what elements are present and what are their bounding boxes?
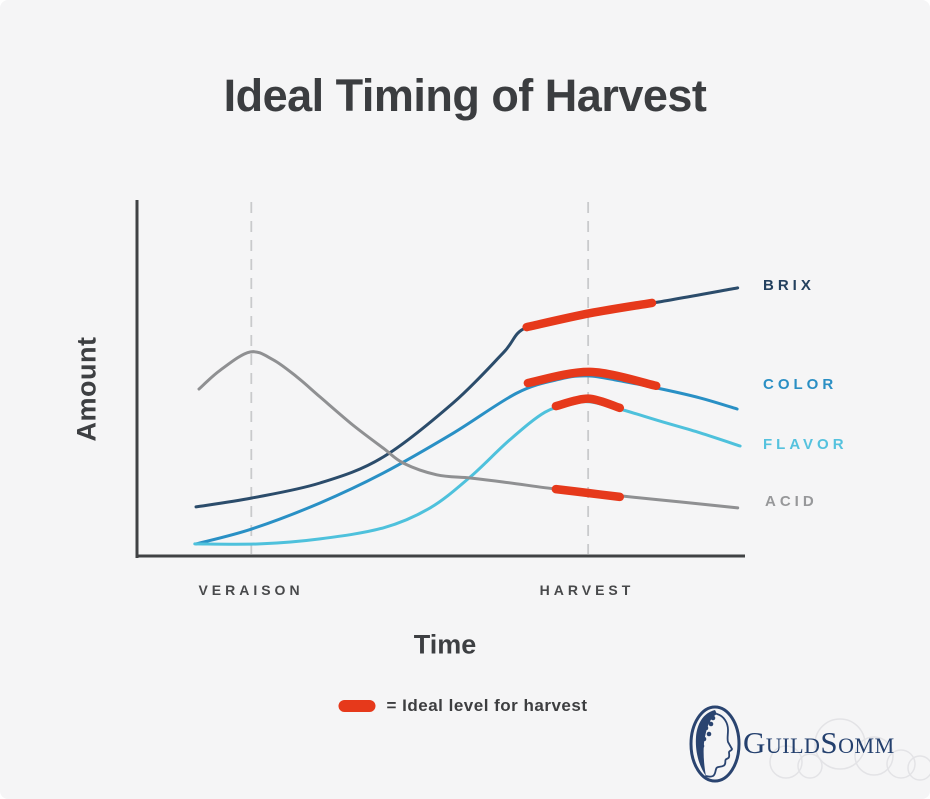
chart-title: Ideal Timing of Harvest bbox=[223, 70, 707, 121]
x-tick-veraison: VERAISON bbox=[198, 582, 304, 598]
ideal-segment-swatch-icon bbox=[338, 700, 376, 712]
swirl-ornament-icon bbox=[769, 718, 930, 781]
series-line-acid bbox=[197, 350, 740, 510]
ideal-segment-color bbox=[523, 367, 661, 391]
logo-wordmark: GuildSomm bbox=[743, 725, 895, 760]
legend-label: = Ideal level for harvest bbox=[386, 696, 588, 715]
profile-face-icon bbox=[705, 713, 733, 778]
grape-cluster-icon bbox=[698, 715, 716, 749]
series-label-brix: BRIX bbox=[763, 277, 815, 294]
x-axis-label: Time bbox=[413, 629, 477, 660]
series-label-flavor: FLAVOR bbox=[763, 436, 848, 453]
series-line-brix bbox=[194, 286, 740, 509]
y-axis-label: Amount bbox=[71, 336, 102, 442]
series-label-acid: ACID bbox=[765, 493, 818, 510]
legend: = Ideal level for harvest bbox=[338, 696, 587, 716]
ideal-segment-flavor bbox=[551, 394, 625, 413]
medallion-icon bbox=[689, 705, 741, 783]
series-line-flavor bbox=[193, 400, 742, 546]
x-tick-harvest: HARVEST bbox=[539, 582, 635, 598]
ideal-segment-acid bbox=[551, 484, 625, 502]
series-label-color: COLOR bbox=[763, 376, 838, 393]
series-line-color bbox=[194, 374, 739, 546]
guildsomm-logo: GuildSomm bbox=[688, 704, 930, 794]
ideal-segment-brix bbox=[522, 298, 657, 332]
